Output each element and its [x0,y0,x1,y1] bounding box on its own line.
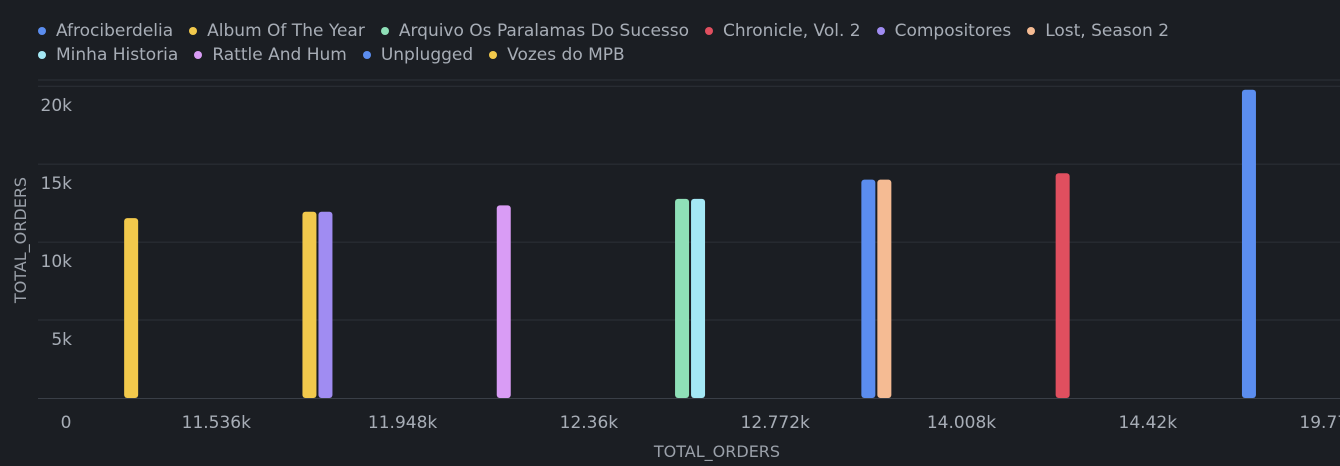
legend-swatch [38,51,46,59]
y-axis-ticks: 5k 10k 15k 20k [41,96,73,350]
bar-vozes-do-mpb[interactable] [302,211,317,398]
x-tick-label: 0 [61,413,72,433]
x-tick-label: 12.772k [741,413,810,433]
x-axis-ticks: 0 11.536k 11.948k 12.36k 12.772k 14.008k 14.42… [61,413,1340,433]
y-axis-label: TOTAL_ORDERS [11,177,31,304]
bar-rattle-and-hum[interactable] [496,205,511,398]
legend-label: Afrociberdelia [56,21,174,41]
legend-item-afrociberdelia[interactable]: Afrociberdelia [38,20,173,42]
x-tick-label: 14.42k [1119,413,1178,433]
legend-swatch [362,51,371,59]
x-tick-label: 14.008k [927,413,996,433]
legend-item-vozes-do-mpb[interactable]: Vozes do MPB [489,44,625,66]
legend-swatch [1027,27,1036,35]
y-tick-label: 10k [41,252,73,272]
bar-unplugged[interactable] [861,179,876,398]
legend-item-chronicle-vol-2[interactable]: Chronicle, Vol. 2 [705,20,861,42]
bar-afrociberdelia[interactable] [1241,89,1256,399]
x-tick-label: 12.36k [560,413,619,433]
legend-item-album-of-the-year[interactable]: Album Of The Year [189,20,365,42]
legend-swatch [189,27,198,35]
x-tick-label: 11.948k [368,413,437,433]
legend-label: Album Of The Year [207,21,365,41]
bar-album-of-the-year[interactable] [124,218,139,398]
legend-swatch [489,51,498,59]
legend-swatch [38,27,46,35]
legend-swatch [705,27,714,35]
y-tick-label: 5k [51,330,72,350]
legend-swatch [194,51,203,59]
legend-item-rattle-and-hum[interactable]: Rattle And Hum [194,44,347,66]
legend-item-lost-season-2[interactable]: Lost, Season 2 [1027,20,1169,42]
x-tick-label: 19.776k [1299,413,1340,433]
bars [124,89,1256,399]
bar-minha-historia[interactable] [691,198,706,398]
legend-item-minha-historia[interactable]: Minha Historia [38,44,178,66]
y-tick-label: 20k [41,96,73,116]
y-tick-label: 15k [41,174,73,194]
legend-label: Vozes do MPB [507,45,625,65]
legend-label: Minha Historia [56,45,179,65]
legend-label: Unplugged [380,45,474,65]
bar-lost-season-2[interactable] [877,179,892,398]
legend-item-arquivo-os-paralamas-do-sucesso[interactable]: Arquivo Os Paralamas Do Sucesso [380,20,690,42]
legend-label: Lost, Season 2 [1045,21,1170,41]
legend-label: Rattle And Hum [212,45,347,65]
bar-arquivo-os-paralamas-do-sucesso[interactable] [675,198,690,398]
legend-item-compositores[interactable]: Compositores [876,20,1012,42]
x-axis-label: TOTAL_ORDERS [653,442,780,462]
chart-legend: Afrociberdelia Album Of The Year Arquivo O… [38,20,1328,66]
x-tick-label: 11.536k [182,413,251,433]
legend-label: Compositores [894,21,1012,41]
legend-label: Chronicle, Vol. 2 [723,21,861,41]
legend-item-unplugged[interactable]: Unplugged [362,44,474,66]
bar-chronicle-vol-2[interactable] [1055,173,1070,398]
legend-swatch [876,27,885,35]
bar-compositores[interactable] [318,211,333,398]
legend-swatch [380,27,389,35]
legend-label: Arquivo Os Paralamas Do Sucesso [398,21,690,41]
